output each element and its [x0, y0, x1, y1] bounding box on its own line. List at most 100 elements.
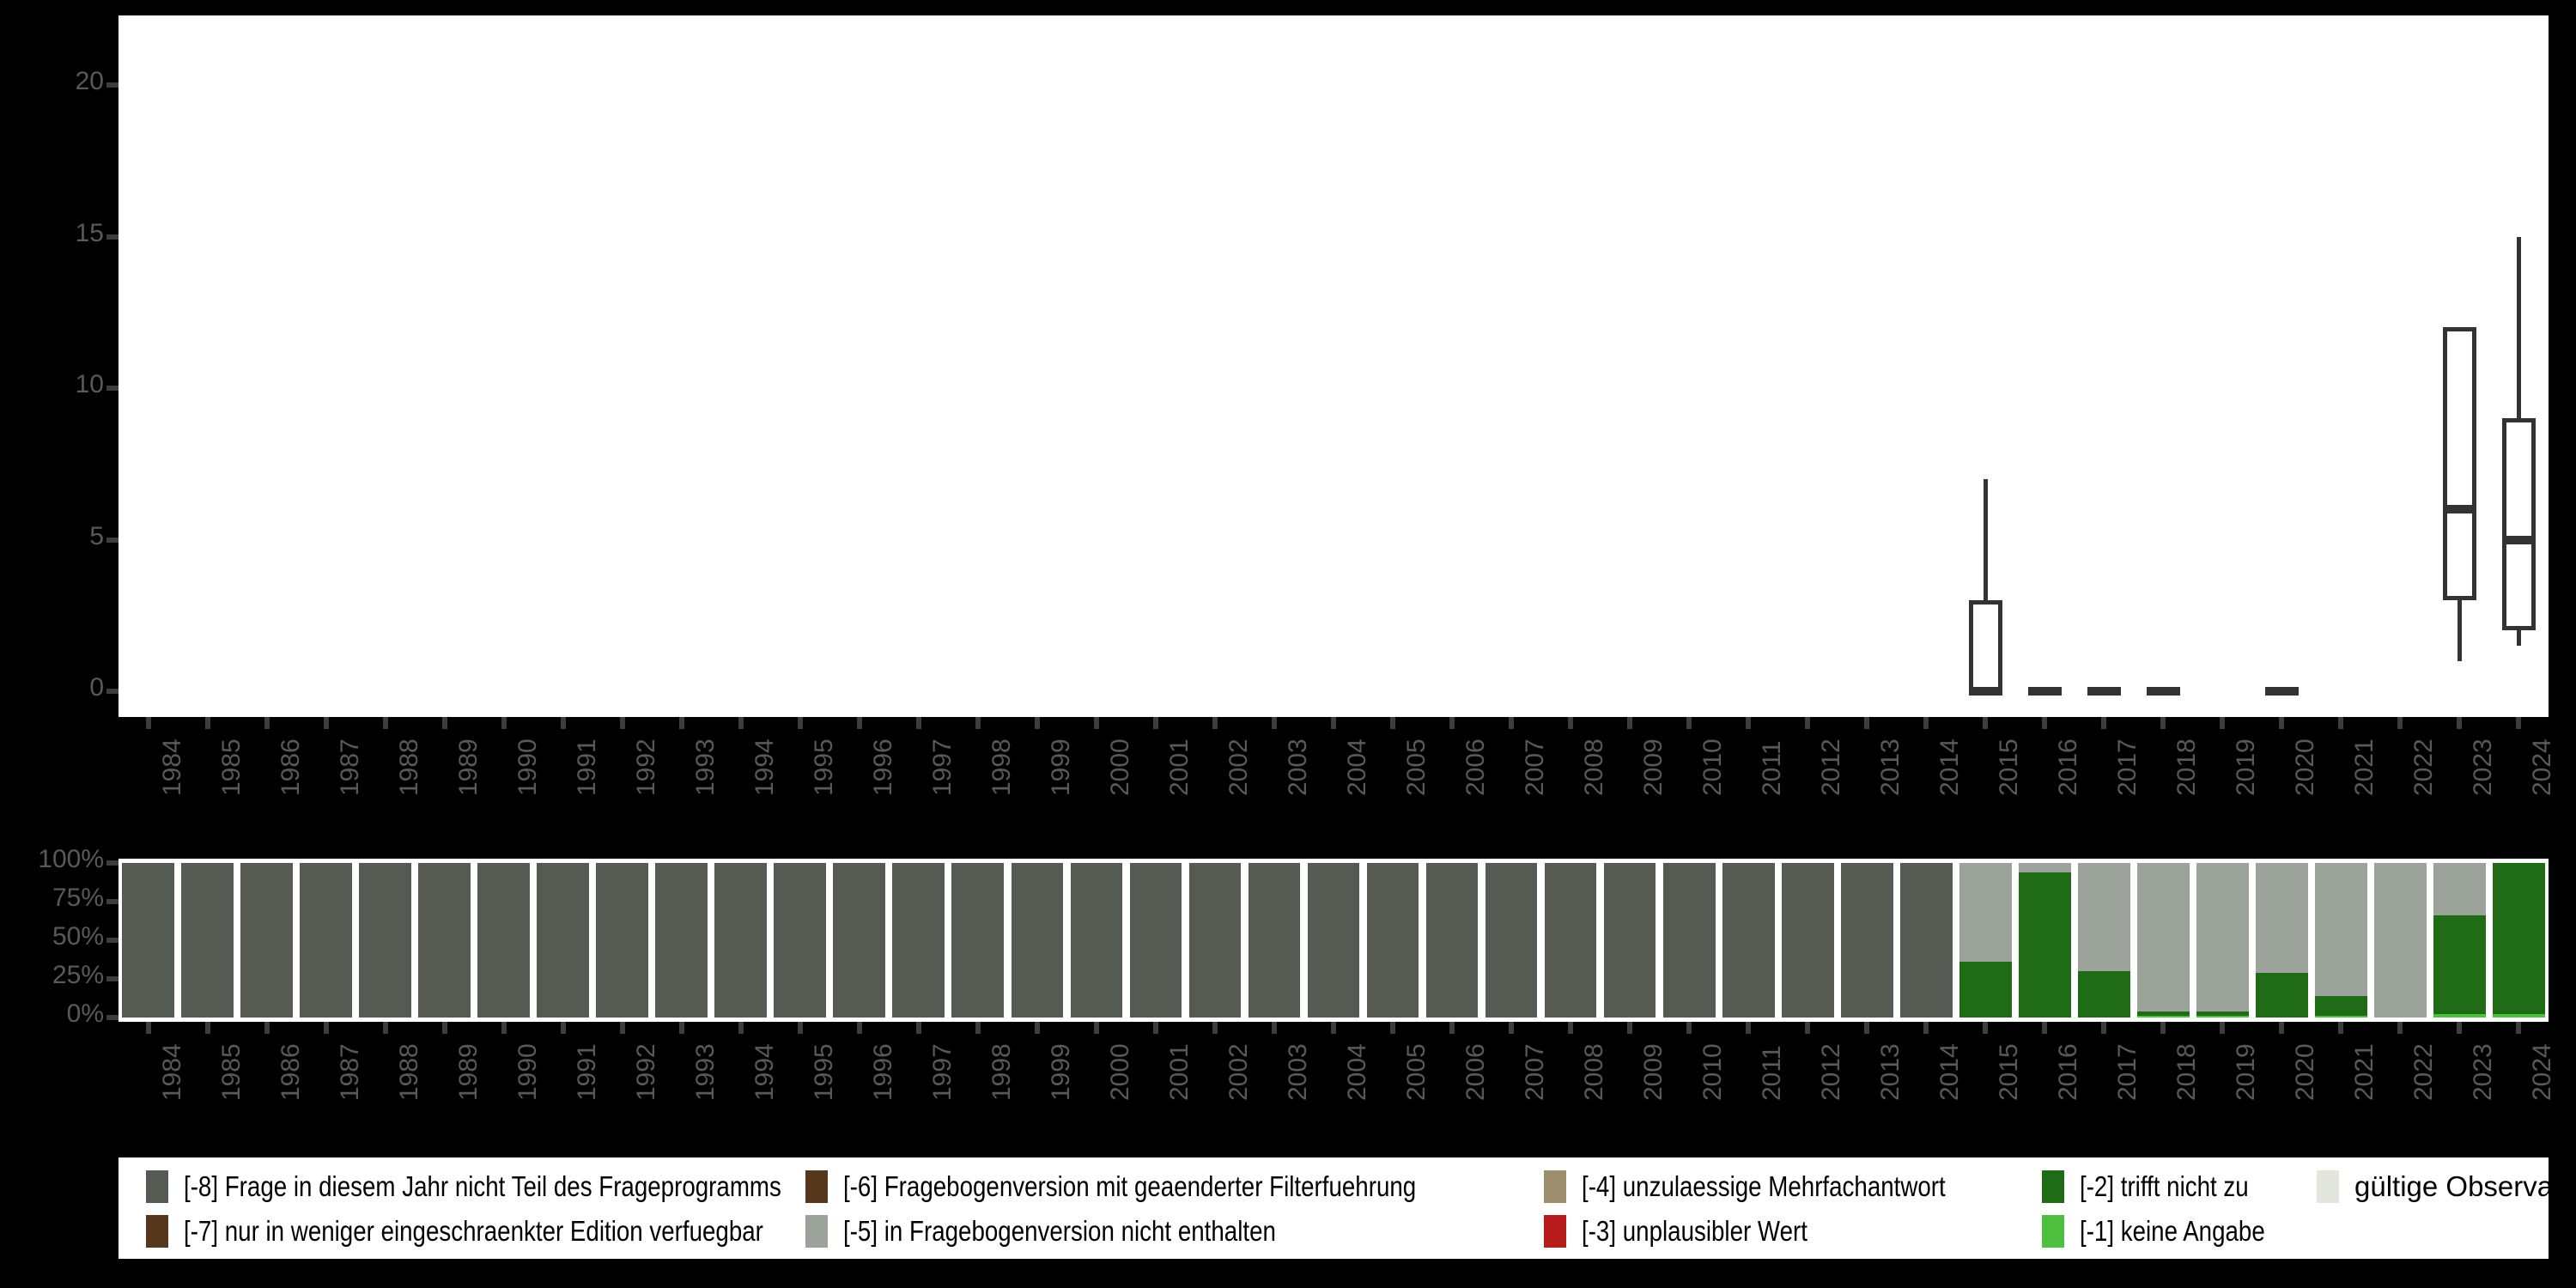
boxplot-x-tickmark [678, 717, 684, 729]
boxplot-x-tickmark [2457, 717, 2463, 729]
stacked-bar-column [2374, 863, 2427, 1018]
legend-item[interactable]: [-2] trifft nicht zu [2042, 1164, 2281, 1209]
legend-item[interactable]: [-6] Fragebogenversion mit geaenderter F… [805, 1164, 1525, 1209]
boxplot-panel [118, 15, 2549, 717]
boxplot-x-tickmark [1983, 717, 1989, 729]
legend-item-label: [-6] Fragebogenversion mit geaenderter F… [843, 1170, 1417, 1202]
boxplot-y-tick-label: 20 [75, 67, 104, 95]
legend-item-label: [-5] in Fragebogenversion nicht enthalte… [843, 1215, 1276, 1247]
boxplot-x-tick-label: 2012 [1817, 738, 1846, 796]
stacked-bar-x-tickmark [915, 1022, 921, 1034]
boxplot-y-tickmark [106, 234, 118, 240]
stacked-bar-segment [2077, 971, 2130, 1018]
legend-swatch-icon [805, 1170, 828, 1203]
boxplot-median-line [2502, 535, 2536, 544]
stacked-bar-column [1011, 863, 1064, 1018]
stacked-bar-column [1366, 863, 1419, 1018]
boxplot-box [2027, 687, 2062, 696]
boxplot-x-tickmark [2279, 717, 2285, 729]
stacked-bar-x-tick-label: 2014 [1935, 1043, 1965, 1101]
boxplot-x-tick-label: 1997 [927, 738, 957, 796]
stacked-bar-x-tickmark [382, 1022, 388, 1034]
stacked-bar-segment [2493, 863, 2545, 1015]
boxplot-y-tick-label: 5 [89, 521, 104, 550]
stacked-bar-x-tickmark [797, 1022, 803, 1034]
stacked-bar-column [181, 863, 234, 1018]
boxplot-median-line [1968, 687, 2002, 696]
stacked-bar-column [1425, 863, 1479, 1018]
boxplot-x-tickmark [204, 717, 210, 729]
boxplot-x-tick-label: 2022 [2409, 738, 2439, 796]
boxplot-y-tickmark [106, 689, 118, 694]
stacked-bar-column [1899, 863, 1953, 1018]
stacked-bar-x-tickmark [2397, 1022, 2403, 1034]
boxplot-x-tickmark [738, 717, 744, 729]
boxplot-y-tickmark [106, 82, 118, 88]
stacked-bar-column [1129, 863, 1182, 1018]
stacked-bar-x-tick-label: 1999 [1046, 1043, 1075, 1101]
stacked-bar-segment [2196, 1011, 2249, 1017]
stacked-bar-x-tickmark [560, 1022, 566, 1034]
stacked-bar-column [1485, 863, 1538, 1018]
stacked-bar-segment [2433, 1014, 2486, 1018]
stacked-bar-x-tick-label: 2022 [2409, 1043, 2439, 1101]
stacked-bar-x-tick-label: 2017 [2113, 1043, 2142, 1101]
stacked-bar-column [300, 863, 352, 1018]
stacked-bar-y-tickmark [106, 938, 118, 943]
legend-swatch-icon [1544, 1170, 1566, 1203]
stacked-bar-column [359, 863, 411, 1018]
stacked-bar-segment [2018, 872, 2071, 1018]
boxplot-x-tick-label: 1990 [513, 738, 542, 796]
boxplot-x-tickmark [264, 717, 270, 729]
stacked-bar-segment [2433, 863, 2486, 916]
legend-item[interactable]: [-8] Frage in diesem Jahr nicht Teil des… [146, 1164, 895, 1209]
stacked-bar-segment [1544, 863, 1597, 1018]
boxplot-x-tick-label: 2020 [2291, 738, 2320, 796]
boxplot-y-tick-label: 10 [75, 370, 104, 398]
stacked-bar-x-tick-label: 1995 [809, 1043, 838, 1101]
boxplot-box [2147, 687, 2180, 696]
legend-item[interactable]: [-3] unplausibler Wert [1544, 1209, 1850, 1254]
stacked-bar-segment [2018, 863, 2071, 872]
boxplot-x-tick-label: 2024 [2528, 738, 2557, 796]
stacked-bar-column [2196, 863, 2249, 1018]
boxplot-y-tick-label: 15 [75, 218, 104, 247]
legend-item[interactable]: [-1] keine Angabe [2042, 1209, 2300, 1254]
legend-item[interactable]: [-4] unzulaessige Mehrfachantwort [1544, 1164, 2014, 1209]
stacked-bar-segment [1011, 863, 1064, 1018]
stacked-bar-x-tick-label: 1993 [690, 1043, 720, 1101]
boxplot-x-tick-label: 2009 [1639, 738, 1668, 796]
stacked-bar-x-tickmark [1390, 1022, 1396, 1034]
legend-item[interactable]: [-5] in Fragebogenversion nicht enthalte… [805, 1209, 1358, 1254]
stacked-bar-x-tickmark [501, 1022, 507, 1034]
stacked-bar-x-tick-label: 2020 [2291, 1043, 2320, 1101]
stacked-bar-x-tickmark [619, 1022, 625, 1034]
boxplot-x-tickmark [560, 717, 566, 729]
stacked-bar-x-tickmark [1746, 1022, 1752, 1034]
stacked-bar-segment [122, 863, 174, 1018]
stacked-bar-x-tick-label: 2019 [2232, 1043, 2261, 1101]
stacked-bar-y-tickmark [106, 860, 118, 866]
boxplot-x-tick-label: 2017 [2113, 738, 2142, 796]
stacked-bar-column [537, 863, 590, 1018]
stacked-bar-column [477, 863, 531, 1018]
legend-item[interactable]: gültige Observationen [2317, 1164, 2549, 1209]
stacked-bar-column [2077, 863, 2130, 1018]
stacked-bar-segment [359, 863, 411, 1018]
stacked-bar-segment [2077, 863, 2130, 971]
boxplot-x-tickmark [1923, 717, 1929, 729]
stacked-bar-segment [2315, 995, 2367, 1017]
stacked-bar-segment [2315, 1016, 2367, 1018]
stacked-bar-x-tick-label: 2012 [1817, 1043, 1846, 1101]
stacked-bar-x-tickmark [975, 1022, 981, 1034]
stacked-bar-segment [2196, 863, 2249, 1012]
boxplot-x-tickmark [441, 717, 447, 729]
stacked-bar-x-tickmark [1568, 1022, 1574, 1034]
boxplot-x-tick-label: 2006 [1461, 738, 1491, 796]
legend-item[interactable]: [-7] nur in weniger eingeschraenkter Edi… [146, 1209, 873, 1254]
stacked-bar-x-tick-label: 2018 [2172, 1043, 2202, 1101]
stacked-bar-column [1544, 863, 1597, 1018]
legend-swatch-icon [2042, 1215, 2064, 1248]
boxplot-whisker-upper [2516, 236, 2521, 419]
